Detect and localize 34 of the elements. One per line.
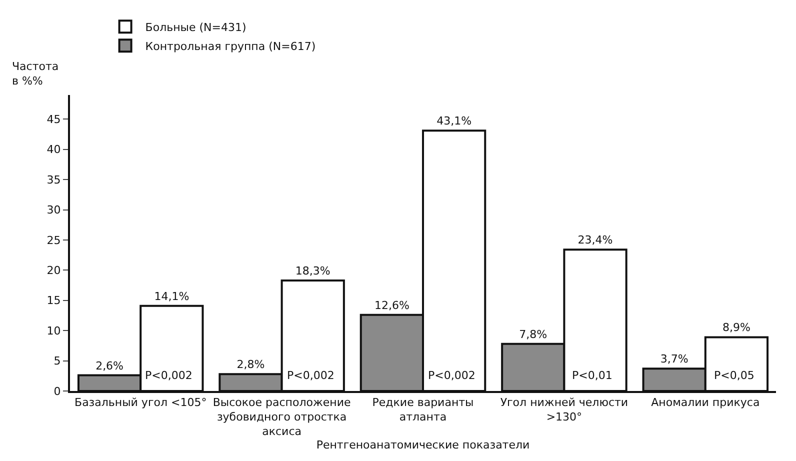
y-tick-label: 10 [46, 324, 61, 338]
y-tick-label: 30 [46, 204, 61, 217]
data-label: 23,4% [578, 234, 613, 247]
annotation: P<0,002 [145, 369, 192, 382]
y-tick-label: 20 [46, 264, 61, 278]
data-label: 2,8% [236, 358, 265, 372]
annotation: P<0,002 [428, 369, 476, 382]
y-tick-label: 45 [46, 113, 61, 126]
data-label: 7,8% [519, 328, 548, 341]
data-label: 12,6% [374, 298, 410, 312]
x-tick-label: Высокое расположение зубовидного отростка аксиса [212, 396, 351, 438]
annotation: P<0,05 [714, 369, 754, 382]
y-tick-label: 35 [46, 173, 61, 186]
y-tick-label: 5 [54, 354, 61, 368]
data-label: 43,1% [436, 114, 472, 128]
x-axis-title: Рентгеноанатомические показатели [316, 438, 530, 452]
data-label: 18,3% [295, 264, 330, 278]
y-tick-label: 25 [46, 234, 61, 247]
y-tick-label: 15 [46, 294, 61, 308]
legend-label: Больные (N=431) [145, 20, 246, 34]
x-tick-label: Базальный угол <105° [74, 396, 207, 410]
annotation: P<0,01 [572, 369, 612, 382]
annotation: P<0,002 [287, 369, 334, 382]
x-tick-label: Аномалии прикуса [651, 396, 760, 410]
data-label: 8,9% [722, 321, 750, 334]
y-tick-label: 0 [54, 384, 61, 398]
x-tick-label: Угол нижней челюсти >130° [500, 396, 628, 424]
data-label: 14,1% [154, 290, 190, 303]
data-label: 2,6% [96, 359, 124, 372]
data-label: 3,7% [660, 352, 688, 366]
y-axis-title: Частота в %% [12, 60, 59, 88]
y-tick-label: 40 [46, 143, 61, 156]
legend-label: Контрольная группа (N=617) [145, 40, 316, 53]
x-tick-label: Редкие варианты атланта [372, 396, 474, 424]
